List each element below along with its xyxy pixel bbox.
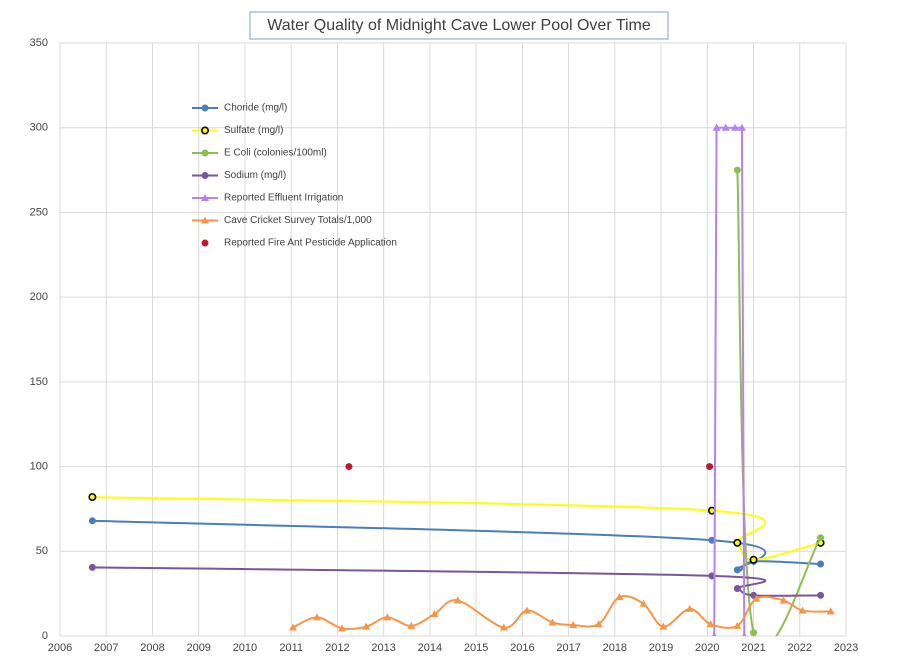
point bbox=[733, 585, 741, 593]
point bbox=[817, 560, 825, 568]
x-tick-label: 2014 bbox=[418, 642, 442, 654]
x-tick-label: 2022 bbox=[788, 642, 812, 654]
point bbox=[615, 593, 624, 601]
x-tick-label: 2023 bbox=[834, 642, 858, 654]
point bbox=[737, 123, 746, 131]
point bbox=[548, 618, 557, 626]
point bbox=[826, 607, 835, 615]
point bbox=[712, 123, 721, 131]
point bbox=[741, 632, 747, 636]
legend-marker bbox=[201, 216, 209, 224]
x-tick-label: 2021 bbox=[741, 642, 765, 654]
point bbox=[752, 594, 761, 602]
point bbox=[430, 609, 439, 617]
point bbox=[594, 620, 603, 628]
x-tick-label: 2010 bbox=[233, 642, 257, 654]
series-line bbox=[92, 496, 821, 561]
x-tick-label: 2007 bbox=[94, 642, 118, 654]
x-tick-label: 2015 bbox=[464, 642, 488, 654]
point bbox=[750, 629, 758, 636]
y-tick-label: 250 bbox=[30, 206, 48, 218]
series-line bbox=[713, 126, 746, 636]
x-tick-label: 2016 bbox=[510, 642, 534, 654]
point bbox=[706, 463, 714, 471]
point bbox=[88, 517, 96, 525]
point bbox=[569, 620, 578, 628]
point bbox=[522, 606, 531, 614]
point bbox=[733, 621, 742, 629]
point bbox=[685, 604, 694, 612]
point bbox=[817, 591, 825, 599]
y-tick-label: 150 bbox=[30, 376, 48, 388]
y-tick-label: 300 bbox=[30, 122, 48, 134]
legend-marker bbox=[201, 239, 209, 247]
point bbox=[711, 632, 717, 636]
x-tick-label: 2009 bbox=[186, 642, 210, 654]
point bbox=[345, 463, 353, 471]
legend-marker bbox=[201, 149, 209, 157]
x-tick-label: 2018 bbox=[603, 642, 627, 654]
point bbox=[453, 596, 462, 604]
legend-label: Cave Cricket Survey Totals/1,000 bbox=[224, 215, 372, 226]
legend-label: Choride (mg/l) bbox=[224, 103, 287, 114]
point bbox=[289, 623, 298, 631]
point bbox=[733, 566, 741, 574]
point bbox=[733, 166, 741, 174]
point bbox=[407, 621, 416, 629]
point bbox=[659, 622, 668, 630]
plot-area bbox=[88, 123, 835, 636]
chart-title: Water Quality of Midnight Cave Lower Poo… bbox=[267, 17, 651, 34]
x-tick-label: 2019 bbox=[649, 642, 673, 654]
point bbox=[817, 534, 825, 542]
point bbox=[362, 622, 371, 630]
y-tick-label: 350 bbox=[30, 37, 48, 49]
point bbox=[733, 538, 742, 547]
y-tick-label: 200 bbox=[30, 291, 48, 303]
title-box bbox=[249, 11, 669, 40]
point bbox=[88, 493, 97, 502]
point bbox=[779, 596, 788, 604]
point bbox=[313, 613, 322, 621]
x-tick-label: 2006 bbox=[48, 642, 72, 654]
x-tick-label: 2013 bbox=[371, 642, 395, 654]
x-tick-label: 2020 bbox=[695, 642, 719, 654]
y-tick-label: 100 bbox=[30, 460, 48, 472]
point bbox=[798, 606, 807, 614]
legend-label: Reported Effluent Irrigation bbox=[224, 193, 343, 204]
series-line bbox=[92, 566, 821, 597]
legend-marker bbox=[201, 126, 210, 135]
legend-marker bbox=[201, 104, 209, 112]
point bbox=[706, 620, 715, 628]
x-tick-label: 2008 bbox=[140, 642, 164, 654]
point bbox=[639, 599, 648, 607]
legend-label: Sulfate (mg/l) bbox=[224, 125, 283, 136]
legend-marker bbox=[201, 172, 209, 179]
x-tick-label: 2011 bbox=[279, 642, 303, 654]
point bbox=[721, 123, 730, 131]
series-line bbox=[92, 519, 821, 572]
y-tick-label: 0 bbox=[42, 630, 48, 642]
point bbox=[338, 624, 347, 632]
legend-label: E Coli (colonies/100ml) bbox=[224, 148, 327, 159]
point bbox=[749, 555, 758, 564]
x-tick-label: 2012 bbox=[325, 642, 349, 654]
point bbox=[383, 613, 392, 621]
x-tick-label: 2017 bbox=[556, 642, 580, 654]
point bbox=[499, 623, 508, 631]
legend-marker bbox=[201, 194, 209, 201]
legend-label: Sodium (mg/l) bbox=[224, 170, 286, 181]
legend-label: Reported Fire Ant Pesticide Application bbox=[224, 238, 397, 249]
point bbox=[88, 563, 96, 571]
y-tick-label: 50 bbox=[36, 545, 48, 557]
series-line bbox=[736, 170, 822, 636]
point bbox=[731, 123, 740, 131]
legend: Choride (mg/l) Sulfate (mg/l) E Coli (colo… bbox=[192, 103, 397, 249]
